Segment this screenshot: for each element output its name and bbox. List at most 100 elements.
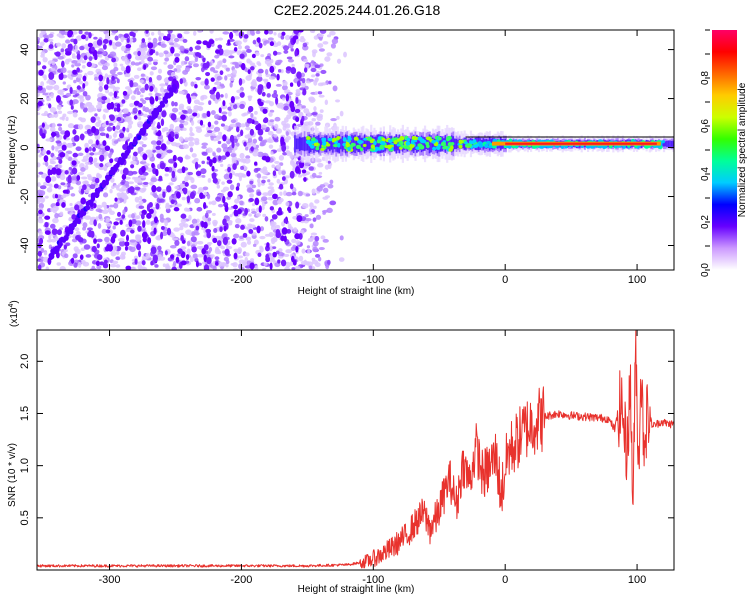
noise-blob xyxy=(246,58,251,64)
signal-blob xyxy=(431,139,436,144)
noise-blob xyxy=(42,256,50,263)
noise-blob xyxy=(121,185,127,192)
top-x-tick-label: -100 xyxy=(362,274,384,286)
noise-blob xyxy=(283,105,289,111)
noise-blob xyxy=(289,261,294,267)
noise-blob xyxy=(233,233,240,239)
noise-blob xyxy=(310,232,318,236)
noise-blob xyxy=(137,102,143,108)
noise-blob xyxy=(235,32,240,37)
noise-blob xyxy=(228,102,236,106)
noise-blob xyxy=(180,114,186,120)
noise-blob xyxy=(120,65,126,72)
noise-blob xyxy=(153,227,157,235)
noise-blob xyxy=(218,107,222,114)
noise-blob xyxy=(281,31,286,36)
noise-blob xyxy=(104,236,110,243)
noise-blob xyxy=(147,42,154,49)
noise-blob xyxy=(206,41,212,49)
noise-blob xyxy=(80,117,86,123)
noise-blob xyxy=(292,161,297,168)
noise-blob xyxy=(81,158,88,163)
noise-blob xyxy=(215,235,221,240)
noise-blob xyxy=(170,176,177,183)
noise-blob xyxy=(37,250,42,257)
noise-blob xyxy=(59,151,66,158)
noise-blob xyxy=(175,203,182,208)
noise-blob xyxy=(301,202,309,209)
noise-blob xyxy=(243,34,249,39)
top-y-tick-label: 20 xyxy=(19,92,31,104)
noise-blob xyxy=(249,189,255,193)
noise-blob xyxy=(210,77,215,82)
noise-blob xyxy=(314,199,320,204)
noise-blob xyxy=(295,246,299,253)
noise-blob xyxy=(235,217,242,224)
noise-blob xyxy=(227,39,231,46)
noise-blob xyxy=(328,80,332,85)
noise-blob xyxy=(173,227,180,232)
noise-blob xyxy=(262,118,269,124)
noise-blob xyxy=(76,53,81,60)
signal-blob xyxy=(622,144,626,149)
noise-blob xyxy=(222,237,228,246)
noise-blob xyxy=(253,161,258,166)
noise-blob xyxy=(189,147,194,153)
diagonal-blob xyxy=(111,169,116,176)
noise-blob xyxy=(229,81,233,88)
noise-blob xyxy=(141,231,148,239)
noise-blob xyxy=(160,118,165,127)
noise-blob xyxy=(140,87,146,94)
noise-blob xyxy=(210,124,215,129)
noise-blob xyxy=(220,94,224,98)
noise-blob xyxy=(186,208,191,212)
signal-blob xyxy=(469,141,475,145)
noise-blob xyxy=(93,238,97,244)
noise-blob xyxy=(44,215,51,220)
noise-blob xyxy=(218,193,225,198)
noise-blob xyxy=(179,184,185,189)
noise-blob xyxy=(308,265,313,270)
noise-blob xyxy=(99,132,106,137)
noise-blob xyxy=(80,197,87,205)
noise-blob xyxy=(93,73,100,78)
noise-blob xyxy=(246,142,252,148)
noise-blob xyxy=(112,245,118,252)
noise-blob xyxy=(143,113,148,118)
noise-blob xyxy=(56,104,62,110)
noise-blob xyxy=(99,154,105,162)
noise-blob xyxy=(112,225,116,230)
noise-blob xyxy=(150,31,155,36)
noise-blob xyxy=(145,149,153,155)
signal-band-segment xyxy=(319,137,322,150)
noise-blob xyxy=(217,44,223,49)
noise-blob xyxy=(240,62,246,71)
noise-blob xyxy=(227,166,231,173)
noise-blob xyxy=(294,49,298,57)
noise-blob xyxy=(265,256,271,263)
noise-blob xyxy=(191,230,196,237)
noise-blob xyxy=(141,260,146,266)
noise-blob xyxy=(37,174,40,178)
noise-blob xyxy=(265,126,270,132)
noise-blob xyxy=(307,237,314,242)
noise-blob xyxy=(197,106,204,112)
noise-blob xyxy=(87,42,93,48)
noise-blob xyxy=(196,240,204,245)
noise-blob xyxy=(182,38,188,43)
noise-blob xyxy=(208,247,213,252)
noise-blob xyxy=(177,248,183,254)
noise-blob xyxy=(182,180,186,185)
noise-blob xyxy=(257,62,262,67)
noise-blob xyxy=(286,56,293,60)
noise-blob xyxy=(125,116,132,123)
noise-blob xyxy=(172,260,177,267)
noise-blob xyxy=(294,265,301,270)
noise-blob xyxy=(231,171,235,176)
noise-blob xyxy=(79,45,85,51)
signal-band-segment xyxy=(360,137,363,150)
noise-blob xyxy=(224,248,230,256)
noise-blob xyxy=(255,212,261,217)
noise-blob xyxy=(108,153,112,159)
noise-blob xyxy=(324,56,331,62)
